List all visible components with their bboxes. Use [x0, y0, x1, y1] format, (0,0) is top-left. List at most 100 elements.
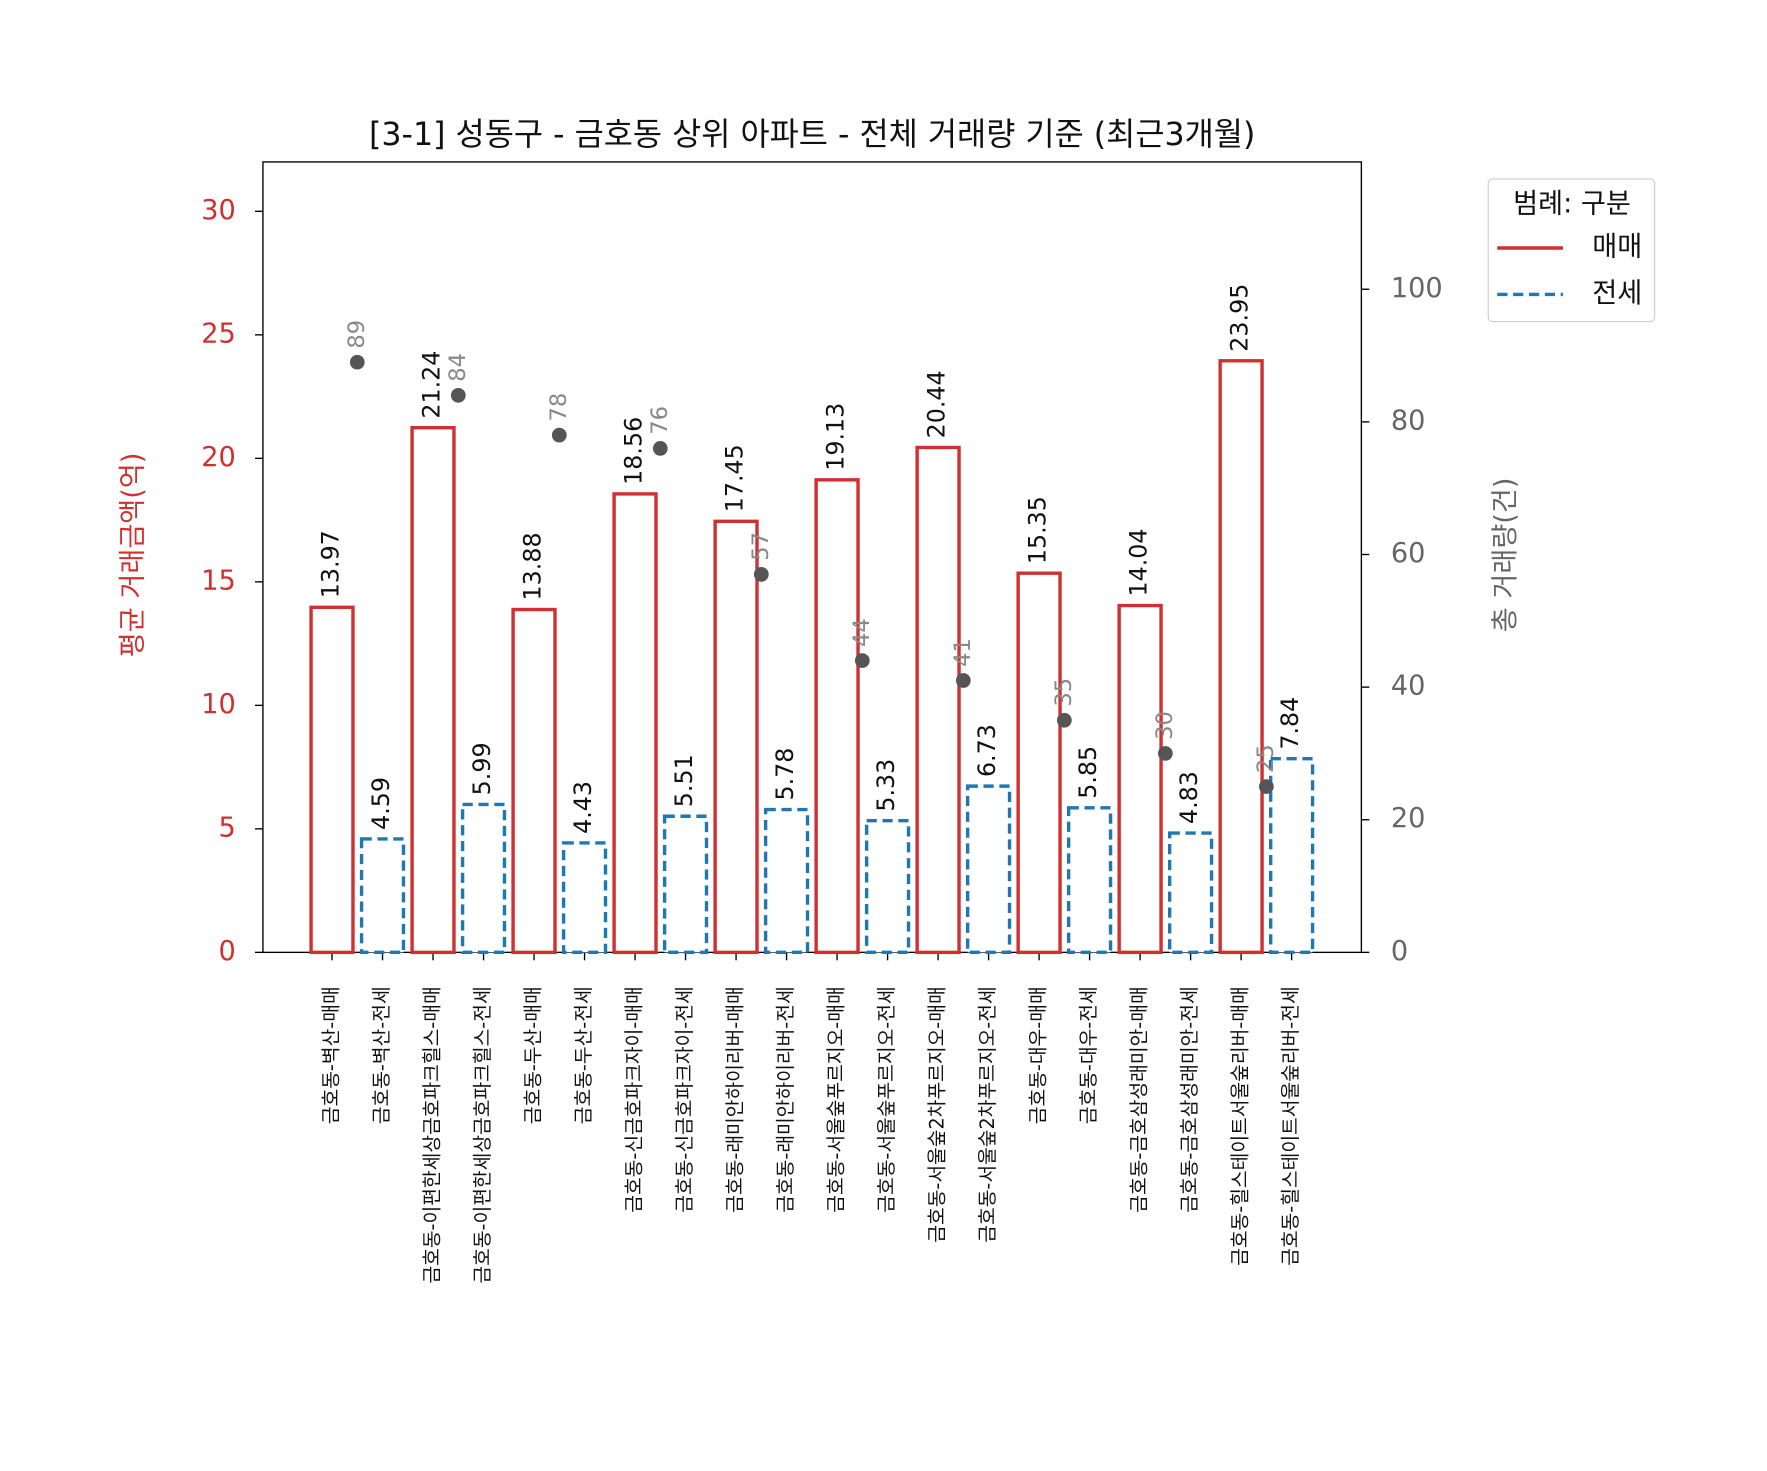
value-label: 5.85	[1074, 746, 1102, 799]
x-tick-label: 금호동-서울숲2차푸르지오-전세	[976, 986, 999, 1242]
y-tick-label: 25	[201, 318, 236, 349]
value-label: 17.45	[721, 444, 749, 512]
bar	[965, 784, 1012, 955]
volume-label: 44	[849, 618, 875, 647]
bar	[511, 607, 557, 955]
value-label: 23.95	[1226, 284, 1254, 352]
bar	[561, 841, 608, 955]
value-label: 4.83	[1175, 771, 1203, 824]
legend-label: 매매	[1592, 231, 1642, 262]
bar	[410, 426, 456, 955]
volume-dot	[854, 653, 870, 668]
plot-frame	[262, 161, 1363, 954]
x-tick-label: 금호동-서울숲푸르지오-전세	[875, 986, 898, 1212]
bar	[359, 837, 406, 955]
bar	[1117, 603, 1163, 955]
volume-dot	[753, 567, 769, 582]
y-tick-label: 15	[201, 565, 236, 596]
y2-tick-label: 40	[1391, 671, 1426, 702]
volume-dot	[349, 354, 365, 370]
volume-label: 84	[445, 353, 471, 382]
x-tick-label: 금호동-래미안하이리버-매매	[724, 986, 747, 1212]
bar	[713, 519, 759, 955]
y2-tick-label: 20	[1391, 803, 1426, 834]
y-tick-label: 10	[201, 689, 236, 720]
x-tick-label: 금호동-대우-전세	[1077, 986, 1100, 1124]
y-tick-label: 5	[218, 812, 235, 843]
volume-dot	[450, 387, 466, 403]
volume-dot	[652, 441, 668, 456]
value-label: 13.88	[519, 532, 547, 600]
bar	[763, 807, 810, 955]
bar	[1016, 571, 1062, 955]
volume-label: 89	[344, 320, 370, 349]
y-tick-label: 30	[201, 195, 236, 226]
x-tick-label: 금호동-서울숲푸르지오-매매	[825, 986, 848, 1212]
y2-tick-label: 0	[1391, 936, 1408, 967]
bar	[662, 814, 709, 955]
volume-label: 30	[1152, 711, 1178, 740]
y2-tick-label: 80	[1391, 405, 1426, 436]
x-tick-label: 금호동-힐스테이트서울숲리버-매매	[1229, 986, 1252, 1266]
x-tick-label: 금호동-신금호파크자이-전세	[673, 986, 696, 1212]
volume-label: 76	[647, 406, 673, 435]
bar	[309, 605, 355, 955]
value-label: 14.04	[1125, 528, 1153, 596]
volume-dot	[1056, 712, 1072, 728]
bar	[864, 819, 911, 955]
y2-axis-label: 총 거래량(건)	[1490, 478, 1521, 633]
x-tick-label: 금호동-신금호파크자이-매매	[623, 986, 646, 1212]
volume-label: 78	[546, 393, 572, 422]
bar	[1218, 359, 1264, 955]
x-tick-label: 금호동-두산-전세	[572, 986, 595, 1124]
volume-dot	[1157, 746, 1173, 761]
volume-dot	[1259, 779, 1274, 794]
value-label: 20.44	[923, 370, 951, 438]
x-tick-label: 금호동-금호삼성래미안-매매	[1128, 986, 1151, 1212]
value-label: 15.35	[1024, 496, 1052, 564]
x-tick-label: 금호동-벽산-전세	[370, 986, 393, 1124]
volume-dot	[551, 427, 567, 443]
value-label: 4.59	[367, 777, 395, 830]
value-label: 5.33	[872, 759, 900, 812]
y-tick-label: 0	[218, 936, 235, 967]
value-label: 13.97	[317, 530, 345, 598]
value-label: 19.13	[822, 403, 850, 471]
volume-label: 57	[748, 532, 774, 561]
volume-label: 35	[1051, 678, 1077, 707]
volume-label: 41	[950, 638, 976, 667]
x-tick-label: 금호동-힐스테이트서울숲리버-전세	[1279, 986, 1302, 1266]
volume-label: 25	[1253, 744, 1279, 773]
x-tick-label: 금호동-두산-매매	[522, 986, 545, 1124]
bar	[814, 478, 860, 955]
y2-tick-label: 100	[1391, 273, 1443, 304]
value-label: 5.51	[670, 754, 698, 807]
bar	[612, 492, 658, 955]
bar	[1066, 806, 1113, 955]
volume-dot	[955, 673, 971, 688]
value-label: 7.84	[1276, 697, 1304, 750]
x-tick-label: 금호동-벽산-매매	[320, 986, 343, 1124]
bar	[460, 802, 507, 955]
chart-title: [3-1] 성동구 - 금호동 상위 아파트 - 전체 거래량 기준 (최근3개…	[369, 117, 1255, 153]
bar	[1268, 757, 1315, 955]
y2-tick-label: 60	[1391, 538, 1426, 569]
bar	[915, 445, 961, 955]
y-axis-label: 평균 거래금액(억)	[117, 453, 148, 658]
value-label: 5.99	[468, 742, 496, 795]
legend-label: 전세	[1592, 278, 1642, 309]
x-tick-label: 금호동-래미안하이리버-전세	[774, 986, 797, 1212]
x-tick-label: 금호동-이편한세상금호파크힐스-전세	[471, 986, 494, 1283]
legend: 범례: 구분	[1487, 178, 1656, 323]
value-label: 18.56	[620, 417, 648, 485]
legend-box	[1487, 178, 1656, 323]
value-label: 4.43	[569, 781, 597, 834]
y-tick-label: 20	[201, 442, 236, 473]
x-tick-label: 금호동-금호삼성래미안-전세	[1178, 986, 1201, 1212]
bar	[1167, 831, 1214, 955]
x-tick-label: 금호동-서울숲2차푸르지오-매매	[926, 986, 949, 1242]
x-tick-label: 금호동-대우-매매	[1027, 986, 1050, 1124]
x-tick-label: 금호동-이편한세상금호파크힐스-매매	[421, 986, 444, 1283]
value-label: 21.24	[418, 351, 446, 419]
